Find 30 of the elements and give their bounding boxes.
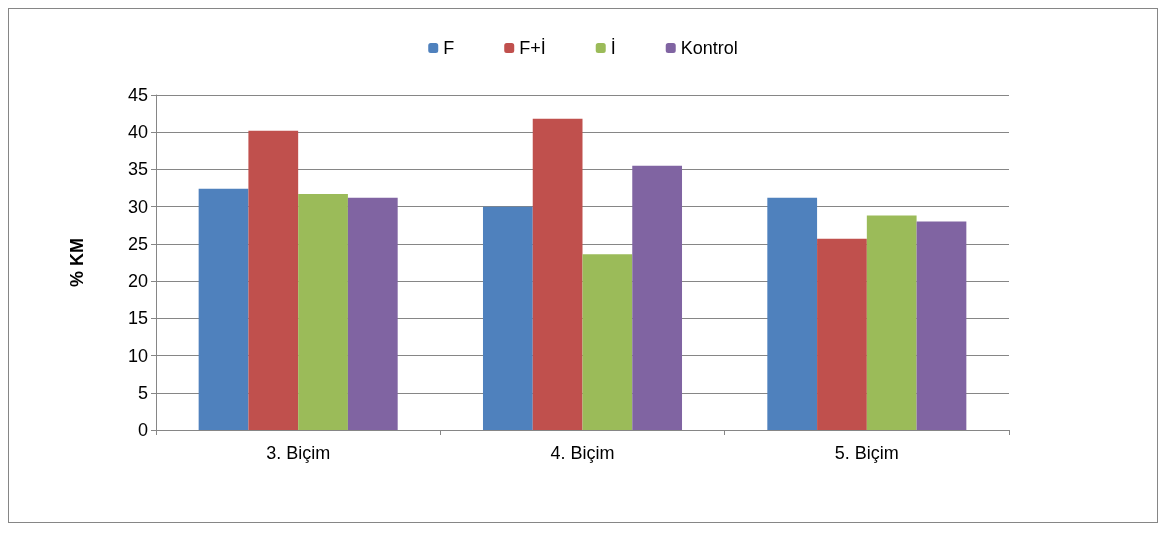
x-tick-label: 4. Biçim [550,443,615,463]
x-tick-label: 3. Biçim [266,443,331,463]
bar [767,197,818,430]
y-axis-title: % KM [67,238,87,287]
bar [817,238,867,430]
legend-label: İ [610,38,616,58]
y-tick-label: 15 [127,308,148,329]
x-tick-label: 5. Biçim [834,443,899,463]
y-tick-label: 40 [127,122,148,143]
y-tick-label: 25 [127,233,148,254]
y-tick-label: 20 [127,271,148,292]
bar [198,188,249,430]
bar [298,194,348,430]
bar [532,118,583,430]
y-tick-label: 0 [137,420,148,440]
y-tick-label: 45 [127,85,148,105]
bar [632,165,683,430]
y-tick-label: 35 [127,159,148,180]
bar [916,221,967,430]
y-tick-label: 10 [127,345,148,366]
y-tick-label: 5 [137,382,148,403]
bar [582,254,633,430]
bar [866,215,917,430]
legend-label: F [443,38,455,58]
legend-label: F+İ [519,38,546,58]
bar [248,130,299,430]
bar [347,197,398,430]
y-tick-label: 30 [127,196,148,217]
legend-label: Kontrol [680,38,738,58]
bar [482,206,533,430]
